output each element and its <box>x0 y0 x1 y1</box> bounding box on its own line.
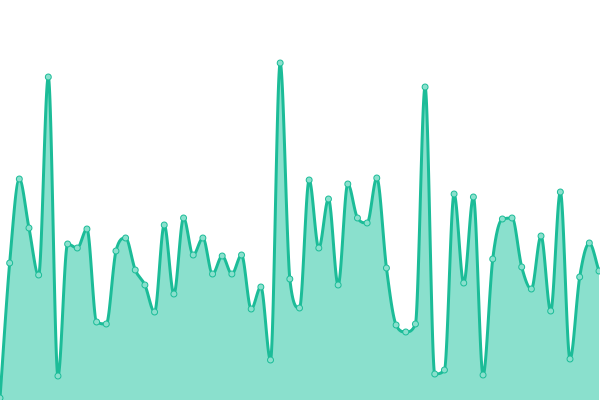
area-fill <box>0 63 599 400</box>
data-point-44 <box>421 83 429 91</box>
data-point-32 <box>305 176 313 184</box>
data-point-51 <box>489 255 497 263</box>
data-point-9 <box>83 225 91 233</box>
data-point-61 <box>585 239 593 247</box>
data-point-48 <box>460 279 468 287</box>
data-point-49 <box>469 193 477 201</box>
data-point-30 <box>286 275 294 283</box>
data-point-40 <box>382 264 390 272</box>
data-point-15 <box>141 281 149 289</box>
data-point-19 <box>180 214 188 222</box>
data-point-17 <box>160 221 168 229</box>
data-point-55 <box>527 285 535 293</box>
data-point-39 <box>373 174 381 182</box>
data-point-52 <box>498 215 506 223</box>
data-point-20 <box>189 251 197 259</box>
data-point-37 <box>353 214 361 222</box>
data-point-62 <box>595 267 600 275</box>
data-point-56 <box>537 232 545 240</box>
data-point-2 <box>15 175 23 183</box>
data-point-27 <box>257 283 265 291</box>
data-point-38 <box>363 219 371 227</box>
data-points <box>0 59 600 400</box>
data-point-31 <box>296 304 303 312</box>
data-point-11 <box>102 320 110 328</box>
data-point-21 <box>199 234 207 242</box>
data-point-24 <box>228 270 236 278</box>
data-point-16 <box>151 308 159 316</box>
data-point-8 <box>73 244 81 252</box>
data-point-5 <box>44 73 52 81</box>
data-point-13 <box>122 234 130 242</box>
data-point-35 <box>334 281 342 289</box>
data-point-25 <box>238 251 246 259</box>
data-point-14 <box>131 266 139 274</box>
data-point-23 <box>218 252 226 260</box>
data-point-59 <box>566 355 574 363</box>
data-point-53 <box>508 214 516 222</box>
data-point-28 <box>267 356 275 364</box>
data-point-34 <box>324 195 332 203</box>
data-point-26 <box>247 305 255 313</box>
data-point-46 <box>440 366 448 374</box>
data-point-42 <box>402 328 410 336</box>
data-point-33 <box>315 244 323 252</box>
data-point-4 <box>35 271 43 279</box>
data-point-41 <box>392 321 400 329</box>
data-point-10 <box>93 318 101 326</box>
data-point-7 <box>64 240 72 248</box>
data-point-54 <box>518 263 526 271</box>
data-point-45 <box>431 370 439 378</box>
data-point-3 <box>25 224 33 232</box>
data-point-57 <box>547 307 555 315</box>
data-point-43 <box>411 320 419 328</box>
data-point-1 <box>6 259 14 267</box>
data-point-50 <box>479 371 487 379</box>
data-point-36 <box>344 180 352 188</box>
data-point-12 <box>112 247 120 255</box>
data-point-58 <box>556 188 564 196</box>
data-point-18 <box>170 290 178 298</box>
data-point-47 <box>450 190 458 198</box>
data-point-22 <box>209 270 217 278</box>
data-point-0 <box>0 394 4 400</box>
data-point-6 <box>54 372 62 380</box>
data-point-60 <box>576 273 584 281</box>
data-point-29 <box>276 59 284 67</box>
